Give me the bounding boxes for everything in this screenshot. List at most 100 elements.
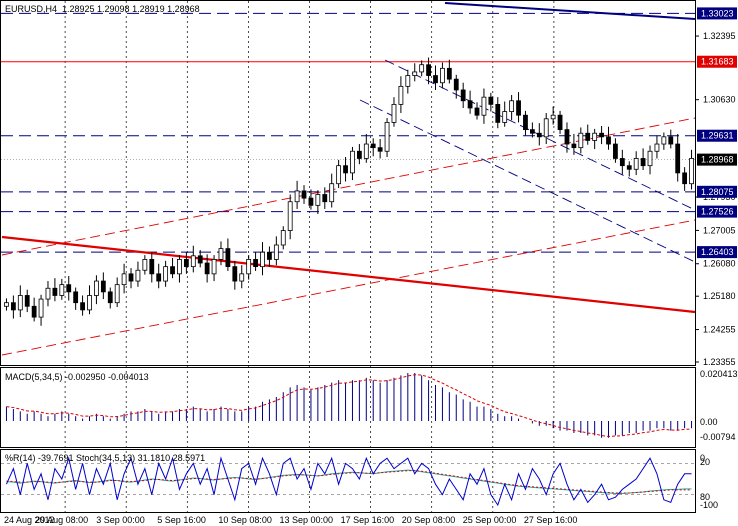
candle-body bbox=[177, 259, 182, 275]
candle-body bbox=[391, 103, 397, 123]
candle-body bbox=[592, 132, 598, 141]
candle-body bbox=[301, 190, 307, 199]
candle-body bbox=[481, 96, 487, 116]
candle-body bbox=[38, 298, 44, 318]
candle-body bbox=[613, 143, 618, 159]
candle-body bbox=[197, 255, 203, 264]
candle-body bbox=[460, 89, 466, 102]
candle-body bbox=[260, 251, 265, 268]
candle-body bbox=[94, 280, 99, 296]
price-tick-label: 1.25180 bbox=[703, 291, 736, 301]
candle-body bbox=[267, 251, 272, 260]
osc-tick-100: -100 bbox=[700, 500, 718, 510]
level-label-text: 1.27526 bbox=[701, 207, 734, 217]
level-label-text: 1.28968 bbox=[701, 155, 734, 165]
time-label: 27 Sep 16:00 bbox=[524, 515, 578, 525]
candle-body bbox=[467, 100, 473, 109]
candle-body bbox=[682, 172, 688, 185]
candle-body bbox=[211, 259, 217, 275]
price-axis: 1.323951.306301.279301.270051.260801.251… bbox=[695, 31, 736, 367]
candle-body bbox=[204, 262, 210, 275]
price-tick-label: 1.26080 bbox=[703, 259, 736, 269]
macd-title: MACD(5,34,5) -0.002950 -0.004013 bbox=[5, 372, 149, 382]
candle-body bbox=[440, 67, 445, 84]
candle-body bbox=[433, 75, 438, 84]
level-label-text: 1.31683 bbox=[701, 57, 734, 67]
candle-body bbox=[606, 136, 611, 145]
candle-body bbox=[571, 143, 577, 149]
candle-body bbox=[232, 266, 238, 282]
price-tick-label: 1.32395 bbox=[703, 31, 736, 41]
candle-body bbox=[675, 143, 681, 174]
time-label: 3 Sep 00:00 bbox=[96, 515, 145, 525]
macd-signal-line bbox=[6, 374, 692, 437]
candle-body bbox=[550, 114, 556, 120]
stoch-signal-line bbox=[6, 470, 692, 494]
candle-body bbox=[599, 132, 604, 138]
candle-body bbox=[183, 259, 189, 268]
red-support-trendline bbox=[1, 235, 696, 314]
candle-body bbox=[350, 150, 355, 174]
time-label: 20 Sep 08:00 bbox=[402, 515, 456, 525]
candle-body bbox=[405, 75, 411, 87]
candle-body bbox=[412, 71, 418, 76]
candle-body bbox=[100, 280, 106, 293]
candle-body bbox=[536, 132, 542, 138]
candle-body bbox=[356, 150, 362, 159]
level-label-text: 1.29631 bbox=[701, 131, 734, 141]
candle-body bbox=[294, 190, 300, 203]
price-tick-label: 1.30630 bbox=[703, 95, 736, 105]
candle-body bbox=[384, 122, 390, 152]
symbol-label: EURUSD,H4 bbox=[5, 4, 57, 14]
level-label-box bbox=[697, 246, 737, 259]
main-panel-frame bbox=[0, 0, 696, 366]
candle-body bbox=[287, 201, 293, 231]
candle-body bbox=[135, 269, 141, 282]
candle-body bbox=[640, 158, 646, 167]
macd-tick-zero: 0.00 bbox=[700, 417, 718, 427]
time-label: 24 Aug 2012 bbox=[4, 515, 55, 525]
osc-panel-frame bbox=[0, 449, 696, 513]
stoch-main-line bbox=[6, 469, 692, 495]
candle-body bbox=[557, 114, 563, 131]
candle-body bbox=[45, 287, 51, 300]
price-tick-label: 1.24255 bbox=[703, 325, 736, 335]
candle-body bbox=[564, 129, 570, 145]
candle-body bbox=[170, 266, 175, 275]
candle-body bbox=[343, 165, 348, 174]
candle-body bbox=[578, 132, 584, 149]
candle-body bbox=[218, 248, 224, 260]
candle-body bbox=[322, 194, 328, 203]
osc-tick-0: 0 bbox=[700, 453, 705, 463]
level-label-text: 1.33023 bbox=[701, 8, 734, 18]
candle-body bbox=[246, 259, 252, 275]
candle-body bbox=[31, 305, 37, 318]
candle-body bbox=[273, 244, 279, 260]
candle-body bbox=[52, 287, 58, 296]
candle-body bbox=[239, 273, 245, 282]
ohlc-label: 1.28925 1.29098 1.28919 1.28968 bbox=[62, 4, 200, 14]
candle-body bbox=[225, 248, 231, 268]
level-label-box bbox=[697, 185, 737, 198]
level-label-box bbox=[697, 55, 737, 68]
time-label: 5 Sep 16:00 bbox=[157, 515, 206, 525]
candle-body bbox=[516, 100, 521, 116]
candle-body bbox=[529, 129, 535, 134]
level-label-box bbox=[697, 129, 737, 142]
price-tick-label: 1.23355 bbox=[703, 357, 736, 367]
candle-body bbox=[308, 197, 314, 206]
candle-body bbox=[446, 67, 452, 80]
candle-body bbox=[190, 255, 196, 268]
level-label-text: 1.28075 bbox=[701, 187, 734, 197]
candle-body bbox=[121, 273, 127, 286]
candle-body bbox=[142, 259, 148, 271]
candle-body bbox=[253, 259, 258, 268]
candle-body bbox=[24, 295, 30, 307]
macd-panel-frame bbox=[0, 367, 696, 448]
oscillator-lines bbox=[1, 456, 695, 507]
candle-body bbox=[156, 273, 162, 282]
candle-body bbox=[453, 78, 459, 91]
price-tick-label: 1.27005 bbox=[703, 225, 736, 235]
time-label: 25 Sep 00:00 bbox=[463, 515, 517, 525]
